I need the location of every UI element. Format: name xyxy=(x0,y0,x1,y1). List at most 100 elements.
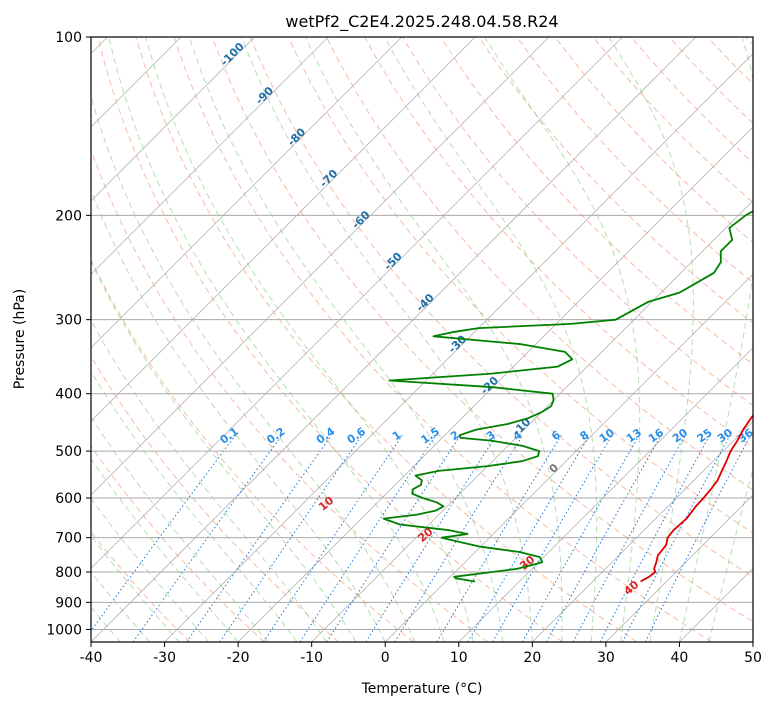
dry-adiabat-lines xyxy=(91,37,753,642)
dry-adiabat-line xyxy=(135,37,638,642)
dry-adiabat-line xyxy=(402,37,753,407)
isotherm-line xyxy=(91,37,476,422)
mixing-ratio-line xyxy=(91,434,236,632)
moist-adiabat-line xyxy=(145,37,474,642)
mixing-ratio-label: 0.6 xyxy=(345,425,369,447)
dry-adiabat-line xyxy=(91,531,191,642)
moist-adiabat-line xyxy=(91,94,416,642)
plot-frame xyxy=(90,36,754,643)
moist-adiabat-line xyxy=(241,37,533,642)
isotherm-lines xyxy=(91,37,753,642)
isotherm-label: -70 xyxy=(317,167,340,190)
dry-adiabat-line xyxy=(745,37,753,46)
y-tick-label: 500 xyxy=(55,444,82,460)
mixing-ratio-label: 20 xyxy=(670,426,690,446)
isotherm-label: -40 xyxy=(414,291,437,314)
dry-adiabat-line xyxy=(516,37,753,284)
y-tick-label: 400 xyxy=(55,387,82,403)
moist-adiabat-line xyxy=(91,535,180,642)
moist-adiabat-line xyxy=(108,37,445,642)
mixing-ratio-line xyxy=(622,434,731,642)
dry-adiabat-line xyxy=(211,37,753,623)
moist-adiabat-line xyxy=(678,37,753,642)
mixing-ratio-label: 1.5 xyxy=(419,425,442,447)
chart-title: wetPf2_C2E4.2025.248.04.58.R24 xyxy=(285,12,558,32)
mixing-ratio-label: 0.1 xyxy=(218,425,241,447)
y-axis: 100 200 300 400 500 600 700 800 900 1000 xyxy=(46,30,91,638)
dry-adiabat-line xyxy=(249,37,753,578)
mixing-ratio-line xyxy=(263,434,403,642)
y-tick-label: 600 xyxy=(55,491,82,507)
y-tick-label: 300 xyxy=(55,313,82,329)
mixing-ratio-label: 36 xyxy=(736,426,756,446)
dewpoint-profile-line xyxy=(382,210,753,583)
x-tick-label: 20 xyxy=(523,650,541,666)
moist-adiabat-line xyxy=(708,467,753,642)
sounding-profiles xyxy=(382,210,753,583)
isotherm-label: -50 xyxy=(381,250,404,273)
mixing-ratio-label: 25 xyxy=(695,426,715,445)
mixing-ratio-line xyxy=(644,434,752,642)
isotherm-line xyxy=(384,273,753,642)
dry-adiabat-line xyxy=(91,355,340,642)
mixing-ratio-line xyxy=(546,434,662,642)
isotherm-line xyxy=(311,200,753,642)
x-tick-label: 30 xyxy=(597,650,615,666)
y-tick-label: 100 xyxy=(55,30,82,46)
mixing-ratio-line xyxy=(394,434,524,642)
moist-adiabat-line xyxy=(608,37,694,642)
mixing-ratio-label: 10 xyxy=(597,426,617,446)
x-axis: -40 -30 -20 -10 0 10 20 30 40 50 xyxy=(80,642,762,666)
isotherm-line xyxy=(91,37,329,275)
x-tick-label: -10 xyxy=(300,650,323,666)
mixing-ratio-line xyxy=(326,434,461,642)
dry-adiabat-line xyxy=(364,37,753,449)
moist-adiabat-line xyxy=(384,37,598,642)
isotherm-line xyxy=(91,37,255,202)
moist-adiabat-line xyxy=(91,260,357,642)
isotherm-line xyxy=(605,494,753,642)
pressure-gridlines xyxy=(91,37,753,630)
moist-adiabat-line xyxy=(484,37,641,642)
mixing-ratio-label: 13 xyxy=(624,426,644,445)
dry-adiabat-line xyxy=(707,37,753,85)
mixing-ratio-line xyxy=(299,434,437,642)
isotherm-line xyxy=(679,567,753,642)
dry-adiabat-line xyxy=(97,37,563,642)
isotherm-label: -30 xyxy=(446,332,469,355)
isotherm-line xyxy=(237,126,753,642)
isotherm-line xyxy=(532,420,753,642)
x-axis-label: Temperature (°C) xyxy=(361,681,483,697)
mixing-ratio-label: 8 xyxy=(577,428,591,443)
x-tick-label: 40 xyxy=(671,650,689,666)
x-tick-label: -20 xyxy=(227,650,250,666)
y-tick-label: 900 xyxy=(55,595,82,611)
dry-adiabat-line xyxy=(669,37,753,124)
mixing-ratio-line xyxy=(522,434,640,642)
x-tick-label: 10 xyxy=(450,650,468,666)
mixing-ratio-label: 16 xyxy=(646,426,666,446)
moist-adiabat-line xyxy=(305,37,563,642)
y-tick-label: 700 xyxy=(55,531,82,547)
moist-adiabat-line xyxy=(91,458,239,642)
mixing-ratio-line xyxy=(572,434,686,642)
moist-adiabat-line xyxy=(91,188,386,642)
x-tick-label: 0 xyxy=(381,650,390,666)
isotherm-line xyxy=(458,347,753,642)
mixing-ratio-line xyxy=(132,434,283,642)
isotherm-line xyxy=(91,37,697,642)
y-tick-label: 200 xyxy=(55,208,82,224)
moist-adiabat-line xyxy=(188,37,504,642)
dry-adiabat-line xyxy=(478,37,753,324)
mixing-ratio-line xyxy=(599,434,711,642)
moist-adiabat-lines xyxy=(91,37,753,642)
moist-adiabat-line xyxy=(91,319,327,642)
isotherm-line xyxy=(91,37,403,349)
dry-adiabat-line xyxy=(630,37,753,164)
dry-adiabat-line xyxy=(91,445,265,642)
mixing-ratio-label: 0.2 xyxy=(264,425,287,447)
x-tick-label: 50 xyxy=(744,650,762,666)
dry-adiabat-line xyxy=(287,37,753,534)
y-tick-label: 800 xyxy=(55,565,82,581)
